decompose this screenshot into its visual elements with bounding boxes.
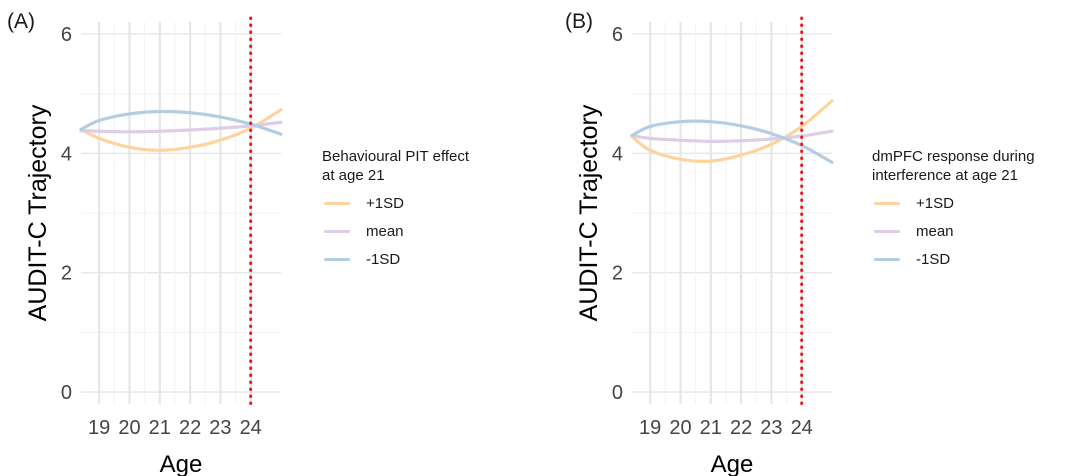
chart-panel-a: (A) 0 2 4 6 19 20 21 22 23 24 Age AUDIT-C Trajector… bbox=[7, 10, 469, 476]
legend-key-mean bbox=[324, 229, 350, 233]
legend-key-mean bbox=[874, 229, 900, 233]
legend-label: +1SD bbox=[366, 194, 404, 212]
x-tick-label: 23 bbox=[760, 417, 782, 439]
legend-label: mean bbox=[366, 222, 404, 240]
x-tick-label: 22 bbox=[179, 417, 201, 439]
legend-key-minus1sd bbox=[874, 257, 900, 261]
x-tick-label: 22 bbox=[730, 417, 752, 439]
legend: Behavioural PIT effect at age 21 +1SD me… bbox=[322, 147, 469, 273]
chart-panel-b: (B) 0 2 4 6 19 20 21 22 23 24 Age AUDIT-C Trajector… bbox=[540, 0, 1073, 476]
series-line-mean bbox=[79, 120, 283, 134]
series-line-minus1SD bbox=[630, 119, 834, 164]
y-tick-label: 2 bbox=[61, 263, 72, 285]
x-tick-label: 20 bbox=[118, 417, 140, 439]
y-tick-label: 0 bbox=[61, 382, 72, 404]
series-line-plus1SD bbox=[79, 108, 283, 152]
x-tick-label: 21 bbox=[700, 417, 722, 439]
legend-title-line-2: at age 21 bbox=[322, 167, 385, 184]
legend-title-line-2: interference at age 21 bbox=[872, 167, 1018, 184]
legend-item-plus1sd: +1SD bbox=[872, 189, 1035, 217]
x-tick-label: 23 bbox=[209, 417, 231, 439]
legend-title-line-1: Behavioural PIT effect bbox=[322, 148, 470, 165]
x-tick-label: 19 bbox=[88, 417, 110, 439]
panel-label: (B) bbox=[565, 10, 593, 33]
legend-item-minus1sd: -1SD bbox=[322, 245, 469, 273]
x-tick-label: 19 bbox=[639, 417, 661, 439]
x-tick-label: 20 bbox=[669, 417, 691, 439]
y-tick-label: 6 bbox=[61, 24, 72, 46]
y-axis-title: AUDIT-C Trajectory bbox=[575, 104, 603, 321]
y-tick-label: 2 bbox=[612, 263, 623, 285]
x-axis-title: Age bbox=[160, 451, 203, 476]
series-line-plus1SD bbox=[630, 99, 834, 163]
legend-item-mean: mean bbox=[322, 217, 469, 245]
legend-label: -1SD bbox=[366, 250, 401, 268]
legend-label: -1SD bbox=[916, 250, 951, 268]
legend-key-minus1sd bbox=[324, 257, 350, 261]
x-axis-title: Age bbox=[711, 451, 754, 476]
legend-title-line-1: dmPFC response during bbox=[872, 148, 1035, 165]
y-axis-title: AUDIT-C Trajectory bbox=[24, 104, 52, 321]
legend-key-plus1sd bbox=[324, 201, 350, 205]
x-tick-label: 21 bbox=[149, 417, 171, 439]
panel-label: (A) bbox=[7, 10, 35, 33]
x-tick-label: 24 bbox=[240, 417, 262, 439]
series-line-mean bbox=[630, 129, 834, 143]
y-tick-label: 6 bbox=[612, 24, 623, 46]
legend-label: +1SD bbox=[916, 194, 954, 212]
legend-item-plus1sd: +1SD bbox=[322, 189, 469, 217]
y-tick-label: 4 bbox=[61, 143, 72, 165]
legend: dmPFC response during interference at ag… bbox=[872, 147, 1035, 273]
legend-item-mean: mean bbox=[872, 217, 1035, 245]
x-tick-label: 24 bbox=[791, 417, 813, 439]
y-tick-label: 4 bbox=[612, 143, 623, 165]
y-tick-label: 0 bbox=[612, 382, 623, 404]
series-line-minus1SD bbox=[79, 109, 283, 136]
legend-key-plus1sd bbox=[874, 201, 900, 205]
legend-item-minus1sd: -1SD bbox=[872, 245, 1035, 273]
legend-label: mean bbox=[916, 222, 954, 240]
